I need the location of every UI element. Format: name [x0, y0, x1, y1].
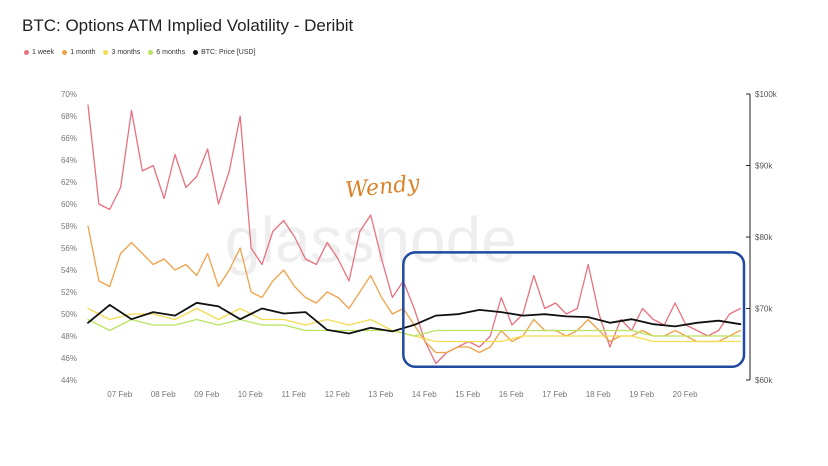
y-right-tick-label: $90k — [755, 162, 773, 171]
y-left-tick-label: 60% — [61, 200, 77, 209]
x-tick-label: 15 Feb — [455, 390, 480, 399]
legend-dot-icon — [24, 50, 29, 55]
y-left-tick-label: 52% — [61, 288, 77, 297]
x-tick-label: 08 Feb — [151, 390, 176, 399]
x-tick-label: 14 Feb — [412, 390, 437, 399]
legend-label: BTC: Price [USD] — [201, 49, 256, 56]
x-tick-label: 16 Feb — [499, 390, 524, 399]
x-tick-label: 07 Feb — [107, 390, 132, 399]
legend-item-1[interactable]: 1 month — [62, 49, 95, 56]
annotation-layer — [402, 251, 746, 369]
y-left-tick-label: 50% — [61, 310, 77, 319]
axes-layer: 44% 46% 48% 50% 52% 54% 56% 58% 60% 62% 64% 66% 68% 7… — [61, 90, 778, 399]
x-tick-label: 12 Feb — [325, 390, 350, 399]
y-right-tick-label: $70k — [755, 305, 773, 314]
chart-title: BTC: Options ATM Implied Volatility - De… — [22, 16, 354, 35]
legend-dot-icon — [148, 50, 154, 55]
legend-item-3[interactable]: 6 months — [148, 49, 185, 56]
legend-dot-icon — [103, 50, 109, 55]
series-line-3 — [87, 318, 742, 337]
x-tick-label: 10 Feb — [238, 390, 263, 399]
legend-label: 1 week — [32, 49, 55, 56]
y-left-tick-label: 48% — [61, 332, 77, 341]
legend: 1 week 1 month 3 months 6 months BTC: Price … — [24, 49, 256, 56]
y-left-tick-label: 68% — [61, 112, 77, 121]
y-right-tick-label: $60k — [755, 376, 773, 385]
y-left-tick-label: 66% — [61, 134, 77, 143]
y-left-tick-label: 70% — [61, 90, 77, 99]
y-left-tick-label: 62% — [61, 178, 77, 187]
signature: Wendy — [344, 171, 421, 204]
x-tick-label: 13 Feb — [368, 390, 393, 399]
y-right-tick-label: $100k — [755, 90, 778, 99]
legend-label: 1 month — [70, 49, 96, 56]
legend-item-4[interactable]: BTC: Price [USD] — [193, 49, 256, 56]
y-right-tick-label: $80k — [755, 233, 773, 242]
x-tick-label: 19 Feb — [629, 390, 654, 399]
y-left-tick-label: 44% — [61, 376, 77, 385]
series-line-4 — [87, 301, 742, 335]
x-tick-label: 18 Feb — [586, 390, 611, 399]
y-left-tick-label: 46% — [61, 354, 77, 363]
legend-item-2[interactable]: 3 months — [103, 49, 140, 56]
legend-dot-icon — [62, 50, 68, 55]
legend-label: 3 months — [111, 49, 141, 56]
x-tick-label: 20 Feb — [673, 390, 698, 399]
x-tick-label: 09 Feb — [194, 390, 219, 399]
legend-dot-icon — [193, 50, 199, 55]
y-left-tick-label: 56% — [61, 244, 77, 253]
y-left-tick-label: 58% — [61, 222, 77, 231]
y-left-tick-label: 64% — [61, 156, 77, 165]
series-layer — [87, 104, 742, 365]
y-left-tick-label: 54% — [61, 266, 77, 275]
highlight-rectangle — [402, 251, 746, 369]
legend-label: 6 months — [156, 49, 186, 56]
x-tick-label: 17 Feb — [542, 390, 567, 399]
legend-item-0[interactable]: 1 week — [24, 49, 54, 56]
x-tick-label: 11 Feb — [282, 390, 307, 399]
